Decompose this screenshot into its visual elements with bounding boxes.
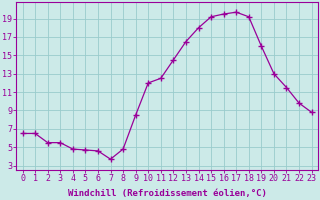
X-axis label: Windchill (Refroidissement éolien,°C): Windchill (Refroidissement éolien,°C)	[68, 189, 267, 198]
